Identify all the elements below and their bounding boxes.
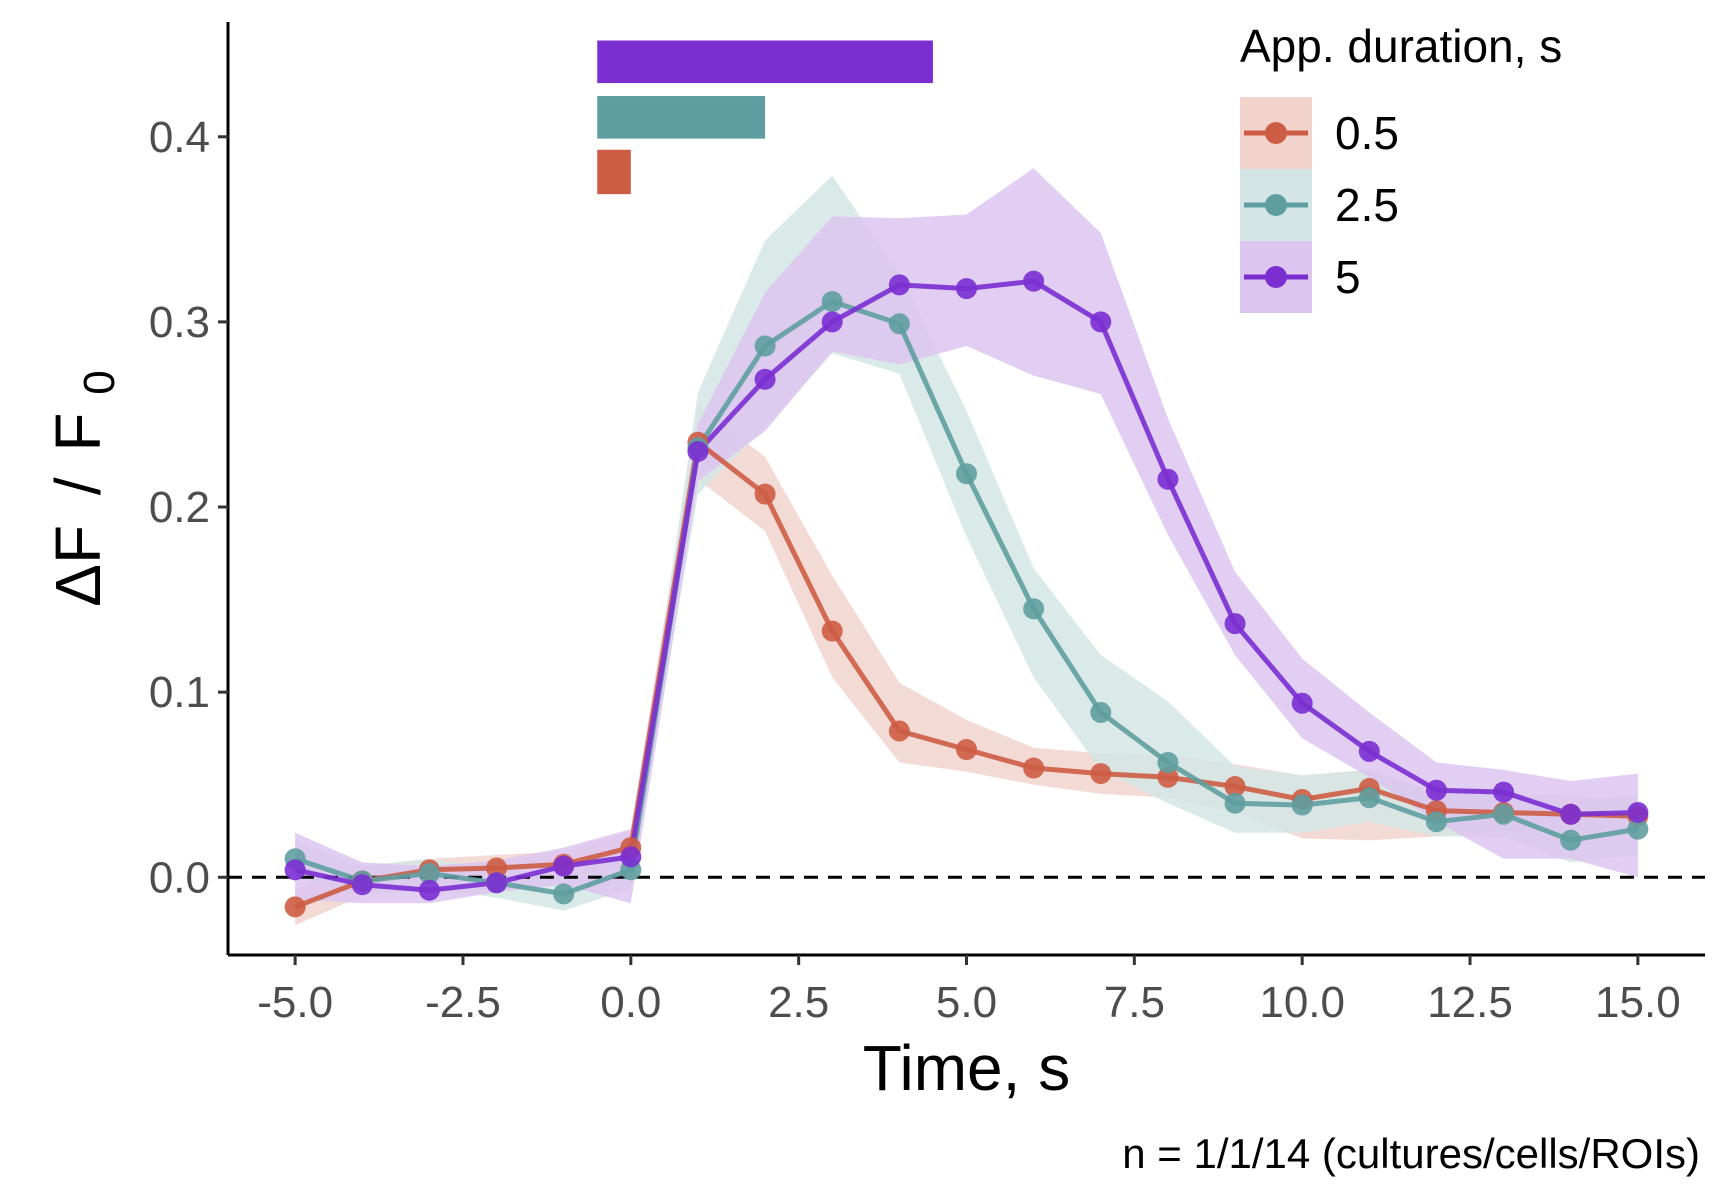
point-series-0.5 <box>1224 776 1246 798</box>
y-tick-label: 0.2 <box>149 483 210 532</box>
point-series-0.5 <box>1023 757 1045 779</box>
point-series-0.5 <box>284 896 306 918</box>
point-series-2.5 <box>1627 818 1649 840</box>
point-series-2.5 <box>1560 829 1582 851</box>
point-series-5 <box>687 440 709 462</box>
point-series-5 <box>1425 779 1447 801</box>
legend-key-point-5 <box>1265 266 1287 288</box>
point-series-5 <box>821 311 843 333</box>
application-bar-2.5 <box>597 96 766 139</box>
point-series-2.5 <box>754 335 776 357</box>
point-series-5 <box>284 859 306 881</box>
series-points <box>284 270 1649 918</box>
point-series-2.5 <box>888 313 910 335</box>
point-series-5 <box>1493 781 1515 803</box>
x-tick-label: 7.5 <box>1104 978 1165 1027</box>
legend-key-point-2.5 <box>1265 194 1287 216</box>
x-axis-ticks: -5.0 -2.5 0.0 2.5 5.0 7.5 10.0 12.5 15.0 <box>257 955 1681 1027</box>
application-duration-bars <box>597 40 933 195</box>
point-series-2.5 <box>1358 787 1380 809</box>
point-series-5 <box>620 846 642 868</box>
point-series-5 <box>1627 801 1649 823</box>
point-series-5 <box>754 368 776 390</box>
x-tick-label: 5.0 <box>936 978 997 1027</box>
point-series-2.5 <box>1224 792 1246 814</box>
point-series-5 <box>888 274 910 296</box>
point-series-2.5 <box>1493 803 1515 825</box>
point-series-0.5 <box>821 620 843 642</box>
point-series-5 <box>553 855 575 877</box>
point-series-0.5 <box>486 857 508 879</box>
y-tick-label: 0.1 <box>149 668 210 717</box>
y-axis-title-f: F <box>42 412 114 451</box>
y-tick-label: 0.0 <box>149 853 210 902</box>
y-axis-title-delta-f: ΔF <box>42 525 114 607</box>
legend-title: App. duration, s <box>1240 20 1562 72</box>
application-bar-5 <box>597 40 933 84</box>
y-axis-title-slash: / <box>42 477 114 495</box>
legend-key-point-0.5 <box>1265 122 1287 144</box>
point-series-2.5 <box>1157 751 1179 773</box>
x-tick-label: -5.0 <box>257 978 333 1027</box>
point-series-0.5 <box>754 483 776 505</box>
point-series-2.5 <box>1425 811 1447 833</box>
x-tick-label: 10.0 <box>1259 978 1345 1027</box>
x-tick-label: 2.5 <box>768 978 829 1027</box>
point-series-5 <box>956 278 977 300</box>
y-tick-label: 0.3 <box>149 298 210 347</box>
point-series-2.5 <box>1090 701 1112 723</box>
x-tick-label: 15.0 <box>1595 978 1681 1027</box>
sample-size-caption: n = 1/1/14 (cultures/cells/ROIs) <box>1122 1130 1700 1177</box>
point-series-5 <box>1157 468 1179 490</box>
point-series-0.5 <box>1157 766 1179 788</box>
point-series-5 <box>1023 270 1045 292</box>
application-bar-0.5 <box>597 149 631 195</box>
x-axis-title: Time, s <box>863 1032 1070 1104</box>
point-series-2.5 <box>553 883 575 905</box>
x-tick-label: 0.0 <box>600 978 661 1027</box>
point-series-2.5 <box>956 463 977 485</box>
band-series-5 <box>295 168 1638 904</box>
point-series-5 <box>1090 311 1112 333</box>
point-series-2.5 <box>1291 794 1313 816</box>
y-axis-title: ΔF / F 0 <box>42 370 124 607</box>
point-series-5 <box>1560 803 1582 825</box>
legend-label-2.5: 2.5 <box>1335 179 1399 231</box>
y-tick-label: 0.4 <box>149 113 210 162</box>
legend: App. duration, s 0.5 2.5 5 <box>1240 20 1562 313</box>
point-series-2.5 <box>1023 598 1045 620</box>
x-tick-label: 12.5 <box>1427 978 1513 1027</box>
point-series-2.5 <box>418 863 440 885</box>
point-series-5 <box>1291 692 1313 714</box>
point-series-5 <box>351 874 373 896</box>
point-series-5 <box>418 879 440 901</box>
legend-label-5: 5 <box>1335 251 1361 303</box>
point-series-0.5 <box>1090 763 1112 785</box>
point-series-2.5 <box>821 291 843 313</box>
point-series-0.5 <box>956 739 977 761</box>
x-tick-label: -2.5 <box>425 978 501 1027</box>
point-series-5 <box>1224 613 1246 635</box>
legend-label-0.5: 0.5 <box>1335 107 1399 159</box>
y-axis-title-subscript: 0 <box>75 370 124 394</box>
point-series-0.5 <box>888 720 910 742</box>
point-series-5 <box>1358 740 1380 762</box>
y-axis-ticks: 0.0 0.1 0.2 0.3 0.4 <box>149 113 228 902</box>
point-series-5 <box>486 872 508 894</box>
